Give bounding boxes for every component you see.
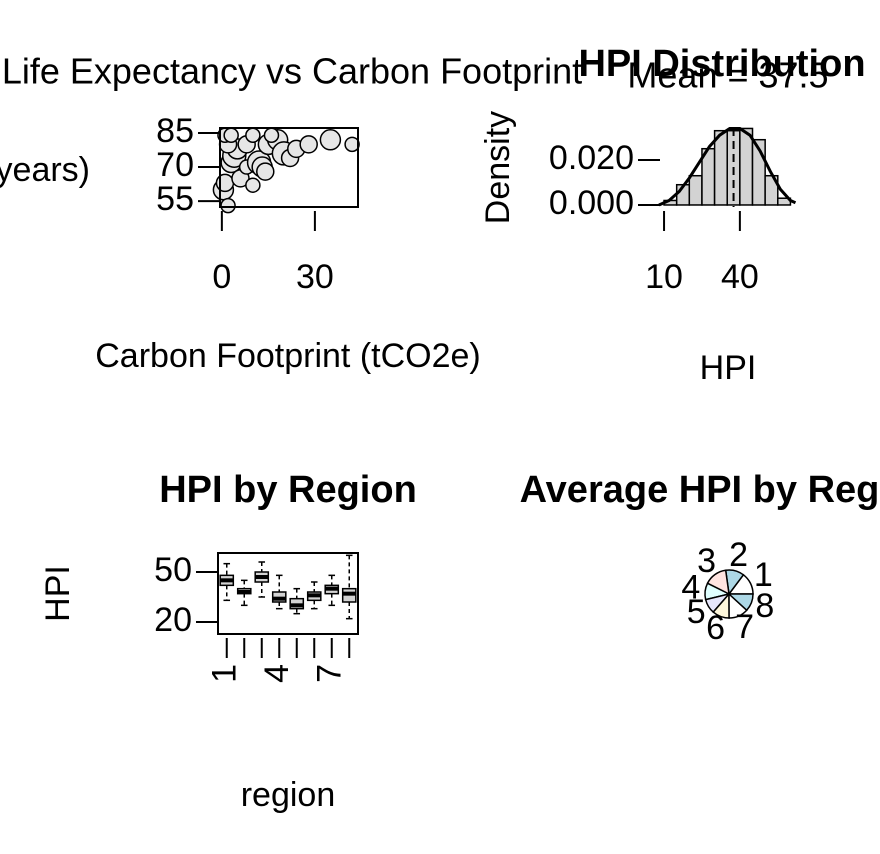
x-tick-label: 7 — [311, 664, 349, 683]
x-tick-label: 10 — [645, 258, 683, 296]
slice-label: 5 — [687, 593, 706, 631]
y-tick-label: 20 — [154, 601, 192, 639]
point — [319, 129, 342, 151]
y-axis-label: HPI — [39, 565, 77, 622]
y-tick-label: 0.000 — [549, 184, 634, 222]
slice-label: 8 — [755, 587, 774, 625]
bar — [739, 127, 754, 206]
y-axis-label: Density — [479, 111, 517, 224]
density-curve — [658, 126, 797, 207]
slice-label: 4 — [681, 569, 700, 607]
slice-label: 3 — [697, 542, 716, 580]
y-tick-label: 70 — [156, 146, 194, 184]
bar — [713, 129, 728, 206]
x-tick-label: 4 — [258, 664, 296, 683]
point — [299, 135, 318, 154]
x-tick-label: 1 — [206, 664, 244, 683]
slice-label: 6 — [706, 609, 725, 647]
pie-slice — [727, 593, 754, 612]
point — [245, 177, 261, 193]
slice-label: 7 — [735, 608, 754, 646]
y-axis-label: Life Expectancy (years) — [0, 151, 90, 189]
y-tick-label: 50 — [154, 551, 192, 589]
chart-subtitle: Mean = 37.5 — [627, 55, 828, 96]
slice-label: 2 — [729, 536, 748, 574]
x-axis-label: Carbon Footprint (tCO2e) — [95, 337, 481, 375]
chart-title: HPI Distribution — [578, 43, 865, 85]
point — [245, 127, 261, 144]
point — [256, 162, 275, 181]
x-tick-label: 40 — [721, 258, 759, 296]
chart-title: HPI by Region — [159, 469, 417, 511]
point — [263, 127, 280, 144]
point — [344, 136, 360, 153]
chart-title: Life Expectancy vs Carbon Footprint — [2, 51, 582, 92]
y-tick-label: 0.020 — [549, 139, 634, 177]
y-tick-label: 55 — [156, 180, 194, 218]
x-axis-label: HPI — [700, 349, 757, 387]
x-tick-label: 0 — [212, 258, 231, 296]
y-tick-label: 85 — [156, 112, 194, 150]
point — [220, 197, 236, 214]
chart-title: Average HPI by Region — [520, 469, 880, 511]
slice-label: 1 — [754, 556, 773, 594]
bar — [688, 174, 703, 206]
point — [223, 127, 239, 144]
plot-frame — [217, 552, 359, 635]
x-tick-label: 30 — [296, 258, 334, 296]
x-axis-label: region — [241, 776, 336, 814]
